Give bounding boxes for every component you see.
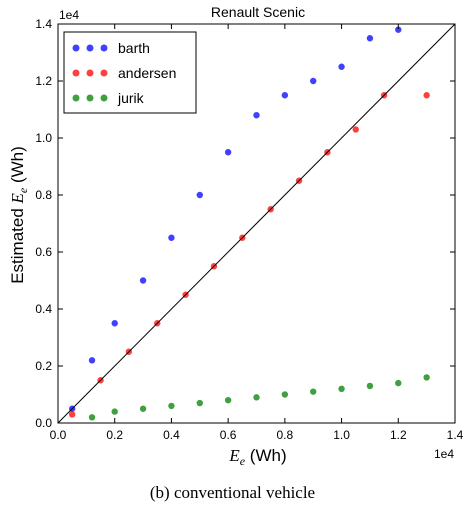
barth-point: [196, 191, 203, 199]
y-tick-label: 0.0: [35, 416, 52, 430]
x-exponent-label: 1e4: [434, 447, 454, 461]
y-tick-label: 1.4: [35, 17, 52, 31]
legend-label-barth: barth: [118, 40, 150, 56]
jurik-legend-marker: [100, 94, 108, 102]
barth-point: [310, 77, 317, 85]
barth-point: [338, 63, 345, 70]
svg-text:Ee (Wh): Ee (Wh): [228, 446, 286, 468]
legend-label-andersen: andersen: [118, 65, 176, 81]
y-tick-label: 0.8: [35, 188, 52, 202]
jurik-point: [224, 397, 232, 404]
x-tick-label: 0.4: [163, 428, 180, 442]
x-tick-label: 0.0: [50, 428, 67, 442]
plot-frame: [57, 23, 456, 424]
reference-line: [57, 23, 456, 424]
andersen-legend-marker: [100, 69, 108, 77]
andersen-legend-marker: [72, 69, 80, 77]
x-axis-label: Ee (Wh): [228, 446, 286, 468]
y-tick-label: 0.4: [35, 302, 52, 316]
x-tick-label: 0.2: [106, 428, 123, 442]
legend-box: [63, 31, 197, 114]
x-tick-label: 0.6: [220, 428, 237, 442]
jurik-point: [338, 385, 345, 392]
jurik-point: [88, 414, 96, 421]
x-tick-label: 0.8: [277, 428, 294, 442]
barth-point: [168, 234, 175, 241]
y-tick-label: 0.2: [35, 359, 52, 373]
scatter-chart: Renault Scenic 1e4 1e4 Estimated Ee (Wh)…: [8, 4, 464, 468]
jurik-point: [139, 405, 147, 412]
jurik-point: [423, 374, 430, 381]
legend-label-jurik: jurik: [117, 90, 145, 106]
barth-legend-marker: [72, 44, 80, 52]
chart-title: Renault Scenic: [211, 4, 305, 20]
y-tick-label: 1.0: [35, 131, 52, 145]
jurik-legend-marker: [86, 94, 94, 102]
svg-text:Estimated Ee (Wh): Estimated Ee (Wh): [8, 146, 30, 284]
jurik-point: [281, 391, 289, 398]
barth-point: [253, 112, 260, 119]
jurik-point: [366, 382, 374, 390]
x-tick-label: 1.0: [333, 428, 350, 442]
jurik-point: [168, 402, 175, 410]
barth-point: [111, 320, 118, 327]
barth-point: [88, 357, 96, 364]
barth-point: [139, 277, 147, 284]
barth-point: [224, 149, 232, 156]
barth-legend-marker: [100, 44, 108, 52]
andersen-point: [352, 126, 359, 133]
barth-point: [366, 35, 374, 42]
barth-point: [281, 92, 289, 99]
jurik-point: [310, 388, 317, 395]
jurik-point: [196, 399, 203, 407]
jurik-legend-marker: [72, 94, 80, 102]
ticks-layer: 0.0 0.2 0.4 0.6 0.8 1.0 1.2 1.4 0.0 0.2 0.4 0.6 0.8 1…: [35, 17, 463, 442]
y-axis-label: Estimated Ee (Wh): [8, 146, 30, 284]
x-tick-label: 1.2: [390, 428, 407, 442]
jurik-point: [253, 394, 260, 401]
figure-caption: (b) conventional vehicle: [149, 483, 316, 502]
jurik-point: [395, 379, 402, 387]
andersen-point: [423, 92, 430, 99]
legend: barth andersen jurik: [63, 31, 197, 114]
jurik-point: [111, 408, 118, 415]
y-tick-label: 0.6: [35, 245, 52, 259]
andersen-legend-marker: [86, 69, 94, 77]
y-exponent-label: 1e4: [59, 8, 79, 22]
barth-legend-marker: [86, 44, 94, 52]
x-tick-label: 1.4: [447, 428, 464, 442]
barth-point: [395, 26, 402, 33]
andersen-point: [68, 411, 76, 418]
y-tick-label: 1.2: [35, 74, 52, 88]
